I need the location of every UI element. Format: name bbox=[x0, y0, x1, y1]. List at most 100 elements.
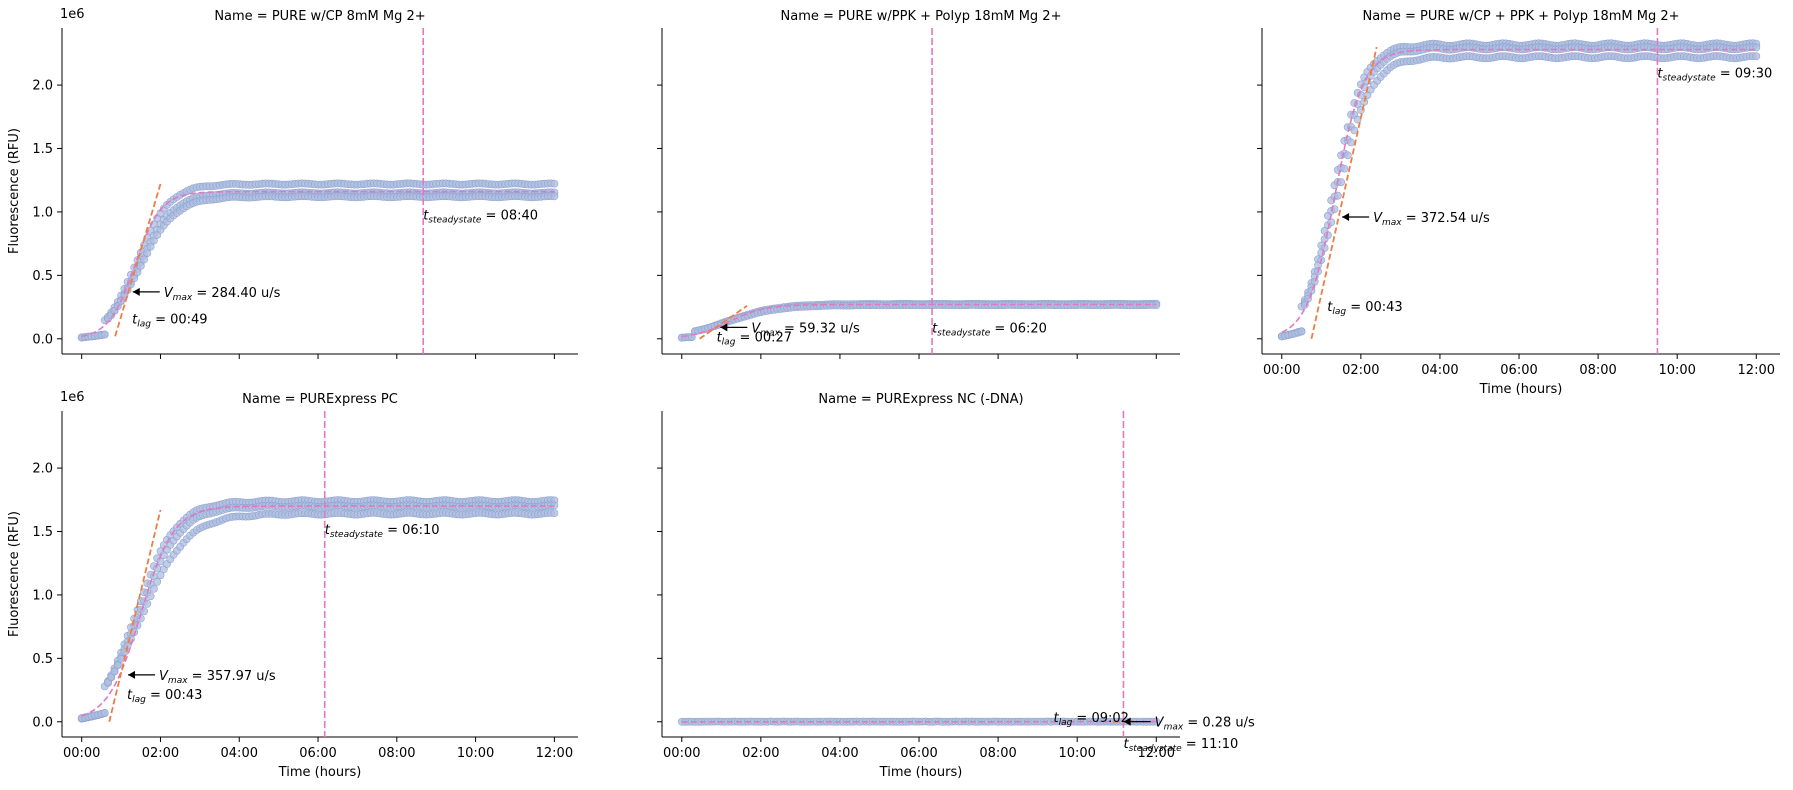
vmax-arrowhead bbox=[128, 671, 135, 679]
fit-curve bbox=[1282, 50, 1757, 333]
steady-value: = 11:10 bbox=[1182, 737, 1239, 752]
steady-state-label: tsteadystate = 06:20 bbox=[932, 322, 1047, 339]
tlag-label: tlag = 00:43 bbox=[1327, 300, 1402, 317]
data-points bbox=[1278, 40, 1760, 340]
data-point bbox=[551, 180, 558, 187]
subplot-title: Name = PURE w/CP + PPK + Polyp 18mM Mg 2… bbox=[1362, 9, 1679, 24]
data-point bbox=[144, 250, 151, 257]
tlag-label: tlag = 09:02 bbox=[1053, 711, 1128, 728]
vmax-subscript: max bbox=[1382, 218, 1402, 228]
tlag-label: tlag = 00:43 bbox=[127, 688, 202, 705]
vmax-label: Vmax = 372.54 u/s bbox=[1373, 211, 1490, 228]
vmax-subscript: max bbox=[1164, 723, 1184, 733]
tlag-label: tlag = 00:49 bbox=[132, 313, 207, 330]
x-tick-label: 00:00 bbox=[1263, 363, 1300, 378]
x-tick-label: 10:00 bbox=[1058, 746, 1095, 761]
x-axis-label: Time (hours) bbox=[879, 765, 963, 780]
x-tick-label: 08:00 bbox=[378, 746, 415, 761]
data-point bbox=[141, 256, 148, 263]
y-tick-label: 1.5 bbox=[32, 142, 53, 157]
vmax-label: Vmax = 357.97 u/s bbox=[159, 669, 276, 686]
vmax-value: = 284.40 u/s bbox=[192, 286, 280, 301]
vmax-value: = 357.97 u/s bbox=[188, 669, 276, 684]
y-tick-label: 0.0 bbox=[32, 715, 53, 730]
tlag-subscript: lag bbox=[1059, 718, 1073, 728]
data-point bbox=[1341, 165, 1348, 172]
data-point bbox=[551, 509, 558, 516]
y-tick-label: 0.5 bbox=[32, 652, 53, 667]
data-point bbox=[1347, 139, 1354, 146]
steady-state-label: tsteadystate = 06:10 bbox=[325, 523, 440, 540]
data-point bbox=[101, 709, 108, 716]
x-tick-label: 00:00 bbox=[663, 746, 700, 761]
steady-subscript: steadystate bbox=[937, 329, 991, 339]
data-point bbox=[154, 578, 161, 585]
x-tick-label: 04:00 bbox=[1421, 363, 1458, 378]
tlag-subscript: lag bbox=[137, 320, 151, 330]
y-tick-label: 2.0 bbox=[32, 462, 53, 477]
subplot-title: Name = PURExpress PC bbox=[242, 392, 398, 407]
x-tick-label: 08:00 bbox=[979, 746, 1016, 761]
steady-value: = 09:30 bbox=[1716, 67, 1773, 82]
tlag-value: = 00:49 bbox=[151, 313, 208, 328]
x-axis-label: Time (hours) bbox=[1479, 382, 1563, 397]
vmax-label: Vmax = 284.40 u/s bbox=[164, 286, 281, 303]
tlag-value: = 00:27 bbox=[735, 330, 792, 345]
vmax-subscript: max bbox=[173, 293, 193, 303]
x-tick-label: 06:00 bbox=[900, 746, 937, 761]
vmax-arrowhead bbox=[1342, 213, 1349, 221]
steady-state-label: tsteadystate = 09:30 bbox=[1657, 67, 1772, 84]
y-axis-label: Fluorescence (RFU) bbox=[7, 511, 22, 637]
y-tick-label: 2.0 bbox=[32, 79, 53, 94]
steady-subscript: steadystate bbox=[330, 530, 384, 540]
data-point bbox=[150, 585, 157, 592]
subplot-title: Name = PURExpress NC (-DNA) bbox=[818, 392, 1023, 407]
steady-subscript: steadystate bbox=[428, 216, 482, 226]
vmax-value: = 372.54 u/s bbox=[1402, 211, 1490, 226]
tlag-subscript: lag bbox=[1332, 307, 1346, 317]
steady-subscript: steadystate bbox=[1129, 744, 1183, 754]
tlag-subscript: lag bbox=[722, 337, 736, 347]
tlag-subscript: lag bbox=[132, 695, 146, 705]
y-tick-label: 1.0 bbox=[32, 205, 53, 220]
x-tick-label: 04:00 bbox=[221, 746, 258, 761]
data-point bbox=[101, 331, 108, 338]
subplot-2: Name = PURE w/PPK + Polyp 18mM Mg 2+Vmax… bbox=[657, 9, 1180, 359]
steady-subscript: steadystate bbox=[1663, 74, 1717, 84]
vmax-value: = 0.28 u/s bbox=[1183, 716, 1255, 731]
x-axis-label: Time (hours) bbox=[278, 765, 362, 780]
x-tick-label: 10:00 bbox=[1658, 363, 1695, 378]
fit-curve bbox=[82, 506, 555, 716]
data-point bbox=[551, 193, 558, 200]
y-tick-label: 1.5 bbox=[32, 525, 53, 540]
subplot-1: Name = PURE w/CP 8mM Mg 2+0.00.51.01.52.… bbox=[7, 7, 578, 359]
x-tick-label: 08:00 bbox=[1579, 363, 1616, 378]
tlag-value: = 00:43 bbox=[146, 688, 203, 703]
x-tick-label: 02:00 bbox=[1342, 363, 1379, 378]
data-point bbox=[114, 662, 121, 669]
steady-state-label: tsteadystate = 11:10 bbox=[1123, 737, 1238, 754]
subplot-title: Name = PURE w/PPK + Polyp 18mM Mg 2+ bbox=[781, 9, 1062, 24]
vmax-arrowhead bbox=[133, 288, 140, 296]
x-tick-label: 06:00 bbox=[1500, 363, 1537, 378]
subplot-4: Name = PURExpress PC0.00.51.01.52.000:00… bbox=[7, 390, 578, 780]
vmax-tangent-line bbox=[1311, 47, 1376, 339]
data-point bbox=[1753, 53, 1760, 60]
x-tick-label: 12:00 bbox=[536, 746, 573, 761]
subplot-5: Name = PURExpress NC (-DNA) 00:00 02:00 04:… bbox=[657, 392, 1255, 780]
tlag-value: = 09:02 bbox=[1072, 711, 1129, 726]
x-tick-label: 12:00 bbox=[1738, 363, 1775, 378]
x-tick-label: 04:00 bbox=[821, 746, 858, 761]
data-point bbox=[147, 593, 154, 600]
x-tick-label: 02:00 bbox=[742, 746, 779, 761]
y-offset-label: 1e6 bbox=[60, 7, 85, 22]
steady-state-label: tsteadystate = 08:40 bbox=[423, 209, 538, 226]
steady-value: = 08:40 bbox=[481, 209, 538, 224]
vmax-subscript: max bbox=[168, 676, 188, 686]
data-point bbox=[1298, 328, 1305, 335]
tlag-label: tlag = 00:27 bbox=[717, 330, 792, 347]
subplot-title: Name = PURE w/CP 8mM Mg 2+ bbox=[214, 9, 425, 24]
steady-value: = 06:10 bbox=[383, 523, 440, 538]
tlag-value: = 00:43 bbox=[1346, 300, 1403, 315]
